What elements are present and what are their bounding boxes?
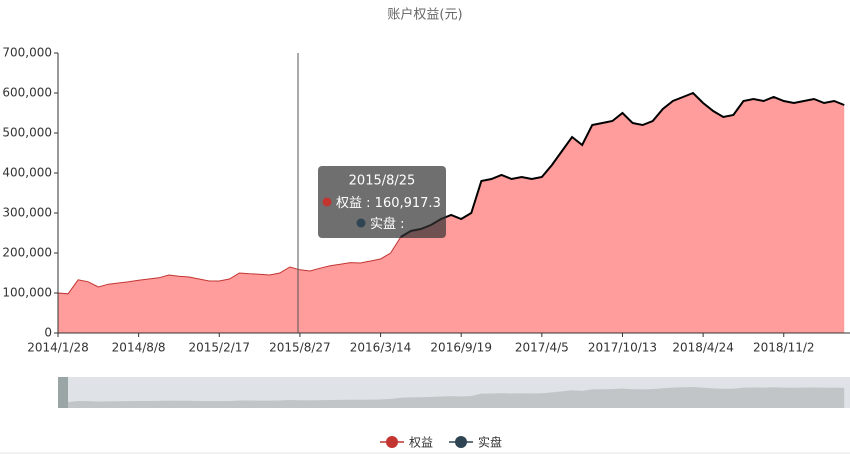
x-tick-label: 2018/4/24 bbox=[672, 341, 734, 355]
y-tick-label: 700,000 bbox=[2, 46, 52, 60]
chart-title: 账户权益(元) bbox=[387, 7, 462, 23]
zoom-preview bbox=[58, 387, 845, 408]
tooltip-title: 2015/8/25 bbox=[349, 174, 416, 189]
x-tick-label: 2014/8/8 bbox=[112, 341, 166, 355]
zoom-handle[interactable] bbox=[58, 377, 68, 408]
y-tick-label: 500,000 bbox=[2, 126, 52, 140]
area bbox=[58, 93, 845, 333]
x-tick-label: 2018/11/2 bbox=[753, 341, 815, 355]
tooltip-row: 实盘 : bbox=[370, 216, 405, 232]
y-tick-label: 0 bbox=[44, 326, 52, 340]
x-tick-label: 2015/2/17 bbox=[189, 341, 251, 355]
x-tick-label: 2016/9/19 bbox=[430, 341, 492, 355]
tooltip-sep: : bbox=[362, 196, 375, 211]
x-tick-label: 2014/1/28 bbox=[27, 341, 89, 355]
tooltip-dot bbox=[356, 218, 366, 228]
tooltip-dot bbox=[322, 197, 332, 207]
x-tick-label: 2017/10/13 bbox=[588, 341, 657, 355]
tooltip-name: 权益 bbox=[336, 195, 362, 211]
x-tick-label: 2016/3/14 bbox=[350, 341, 412, 355]
y-tick-label: 200,000 bbox=[2, 246, 52, 260]
tooltip-row: 权益 : 160,917.3 bbox=[336, 195, 441, 211]
legend-label[interactable]: 权益 bbox=[409, 436, 433, 450]
tooltip-box bbox=[318, 166, 446, 238]
legend-label[interactable]: 实盘 bbox=[478, 435, 502, 450]
x-tick-label: 2017/4/5 bbox=[515, 341, 569, 355]
tooltip-sep: : bbox=[396, 217, 405, 232]
legend-marker[interactable] bbox=[455, 436, 467, 448]
y-tick-label: 400,000 bbox=[2, 166, 52, 180]
legend-marker[interactable] bbox=[386, 436, 398, 448]
y-tick-label: 100,000 bbox=[2, 286, 52, 300]
tooltip-value: 160,917.3 bbox=[375, 196, 441, 211]
y-tick-label: 300,000 bbox=[2, 206, 52, 220]
line bbox=[400, 91, 845, 238]
tooltip-name: 实盘 bbox=[370, 216, 396, 232]
x-tick-label: 2015/8/27 bbox=[269, 341, 331, 355]
y-tick-label: 600,000 bbox=[2, 86, 52, 100]
